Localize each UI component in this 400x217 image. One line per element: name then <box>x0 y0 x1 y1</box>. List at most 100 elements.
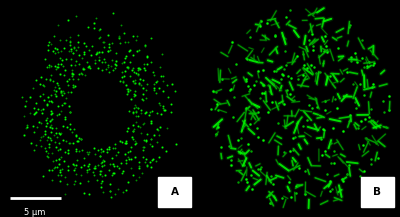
Point <box>138 112 145 115</box>
Point <box>122 56 128 60</box>
Point <box>122 152 128 155</box>
Point <box>86 162 92 166</box>
Point <box>344 172 350 176</box>
Point <box>77 182 84 185</box>
Point <box>74 34 81 37</box>
Point <box>124 66 131 70</box>
Point <box>58 168 65 171</box>
Point <box>94 66 101 70</box>
Point <box>72 59 79 63</box>
Point <box>53 67 60 71</box>
Point <box>347 23 353 27</box>
Point <box>228 87 235 91</box>
Point <box>40 134 46 138</box>
Point <box>58 91 64 94</box>
Point <box>40 174 46 178</box>
Point <box>85 164 92 168</box>
Point <box>121 60 127 64</box>
Point <box>57 171 63 174</box>
Point <box>57 72 64 76</box>
Point <box>334 107 340 110</box>
Point <box>106 147 112 151</box>
Point <box>85 152 91 156</box>
Point <box>54 113 60 116</box>
Point <box>55 157 62 161</box>
Point <box>52 64 58 68</box>
Point <box>57 132 64 135</box>
Point <box>90 26 97 29</box>
Point <box>130 92 137 96</box>
Point <box>124 181 131 184</box>
Point <box>152 80 159 84</box>
Point <box>156 86 162 89</box>
Point <box>127 60 134 64</box>
Point <box>358 39 365 42</box>
Point <box>94 50 100 54</box>
Point <box>281 151 287 154</box>
Point <box>123 66 130 69</box>
Point <box>102 60 108 64</box>
Point <box>99 164 106 167</box>
Point <box>31 106 37 109</box>
Point <box>62 69 68 72</box>
Point <box>288 196 294 199</box>
Point <box>35 108 41 111</box>
Point <box>79 148 86 152</box>
Point <box>105 145 112 148</box>
Point <box>38 122 44 125</box>
Point <box>49 100 55 103</box>
Point <box>40 83 46 87</box>
Point <box>55 84 61 87</box>
Point <box>67 123 73 126</box>
Point <box>46 77 53 81</box>
Point <box>78 165 85 168</box>
Point <box>354 60 360 63</box>
Point <box>63 139 69 143</box>
Point <box>156 101 162 105</box>
Point <box>61 46 67 50</box>
Point <box>54 48 60 51</box>
Point <box>156 66 163 69</box>
Point <box>44 121 50 125</box>
Point <box>47 130 54 134</box>
Point <box>371 61 377 64</box>
Point <box>264 21 270 25</box>
Point <box>53 146 59 149</box>
Point <box>101 40 107 44</box>
Point <box>266 193 272 196</box>
Point <box>116 41 123 44</box>
Point <box>119 61 126 65</box>
Point <box>129 79 136 83</box>
Point <box>140 87 146 90</box>
Point <box>79 56 85 59</box>
Point <box>49 151 55 155</box>
Point <box>98 181 105 185</box>
Point <box>102 173 108 177</box>
Point <box>81 41 87 44</box>
Point <box>70 77 77 81</box>
Point <box>64 183 70 186</box>
Point <box>134 49 140 53</box>
Point <box>86 65 93 69</box>
Point <box>256 167 263 170</box>
Point <box>62 175 68 179</box>
Point <box>66 49 72 52</box>
Point <box>92 58 98 61</box>
Point <box>86 66 93 69</box>
Point <box>168 110 174 113</box>
Point <box>38 145 44 148</box>
Point <box>38 135 44 138</box>
Point <box>96 56 102 59</box>
Point <box>124 65 131 69</box>
Point <box>98 169 104 172</box>
Point <box>136 67 143 71</box>
Point <box>229 40 236 44</box>
Point <box>19 96 25 99</box>
Point <box>119 140 125 143</box>
Point <box>360 94 367 97</box>
Point <box>55 173 62 177</box>
Point <box>62 101 68 105</box>
Point <box>72 48 79 51</box>
Point <box>306 39 312 42</box>
Point <box>116 35 122 38</box>
